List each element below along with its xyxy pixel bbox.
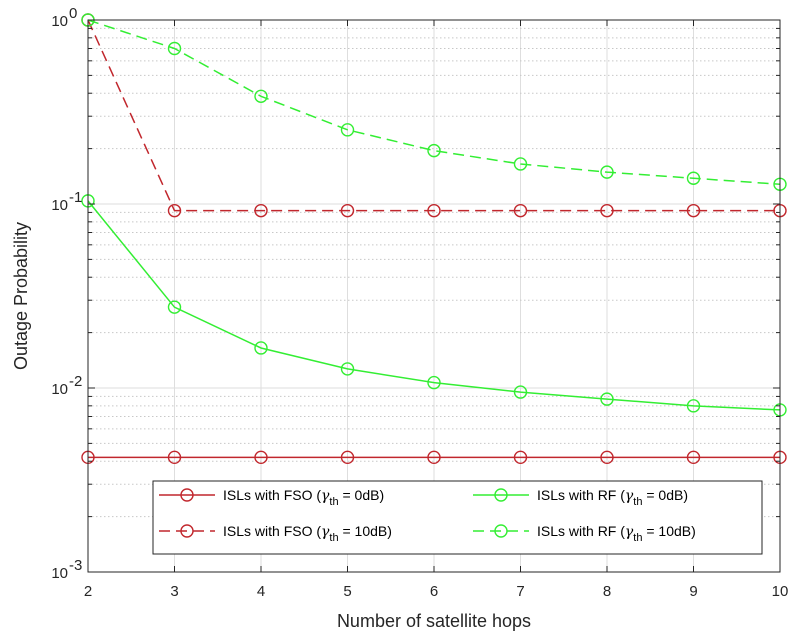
x-tick-label: 6 (430, 583, 438, 600)
legend-label: ISLs with FSO (γth = 10dB) (223, 523, 392, 544)
data-point-marker (686, 203, 701, 218)
legend-item: ISLs with RF (γth = 10dB) (473, 523, 696, 544)
data-point-marker (427, 450, 441, 465)
legend-marker (494, 488, 508, 502)
x-tick-label: 9 (689, 583, 697, 600)
x-tick-label: 7 (516, 583, 524, 600)
data-point-marker (600, 203, 614, 218)
x-tick-label: 4 (257, 583, 265, 600)
legend-label: ISLs with RF (γth = 10dB) (537, 523, 696, 544)
x-tick-label: 8 (603, 583, 611, 600)
legend-item: ISLs with FSO (γth = 0dB) (159, 487, 384, 508)
data-point-marker (686, 450, 701, 465)
legend-marker (180, 488, 194, 502)
data-point-marker (686, 171, 701, 185)
data-point-marker (167, 450, 182, 465)
data-point-marker (600, 165, 614, 179)
y-axis-label: Outage Probability (11, 222, 31, 370)
data-point-marker (513, 203, 528, 218)
data-point-marker (513, 385, 528, 399)
x-tick-label: 3 (170, 583, 178, 600)
data-point-marker (254, 450, 268, 465)
x-tick-label: 2 (84, 583, 92, 600)
y-tick-exponent: 0 (69, 5, 77, 22)
data-point-marker (427, 375, 441, 390)
legend-item: ISLs with FSO (γth = 10dB) (159, 523, 392, 544)
series-line (87, 200, 781, 411)
data-point-marker (340, 362, 355, 376)
data-point-marker (167, 300, 182, 314)
y-tick-label: 10 (51, 197, 68, 214)
x-tick-label: 5 (343, 583, 351, 600)
y-tick-label: 10 (51, 13, 68, 30)
y-tick-exponent: -3 (69, 557, 82, 574)
data-point-marker (427, 143, 441, 158)
data-point-marker (167, 203, 182, 218)
data-point-marker (427, 203, 441, 218)
data-point-marker (167, 41, 182, 56)
x-axis-label: Number of satellite hops (337, 611, 531, 631)
legend-item: ISLs with RF (γth = 0dB) (473, 487, 688, 508)
data-point-marker (254, 89, 268, 103)
data-point-marker (340, 123, 355, 137)
data-point-marker (513, 450, 528, 465)
x-tick-label: 10 (772, 583, 789, 600)
series-line (87, 19, 780, 212)
legend-box (152, 480, 763, 555)
data-point-marker (600, 450, 614, 465)
data-point-marker (254, 341, 268, 355)
legend-marker (180, 524, 194, 538)
data-point-marker (600, 392, 614, 406)
data-point-marker (513, 157, 528, 171)
y-tick-label: 10 (51, 381, 68, 398)
data-point-marker (686, 399, 701, 413)
y-tick-label: 10 (51, 565, 68, 582)
legend-marker (494, 524, 508, 538)
data-point-marker (254, 203, 268, 218)
y-tick-exponent: -2 (69, 373, 82, 390)
y-tick-exponent: -1 (69, 189, 82, 206)
legend-label: ISLs with FSO (γth = 0dB) (223, 487, 384, 508)
legend: ISLs with FSO (γth = 0dB) ISLs with RF (γ… (152, 480, 763, 555)
data-point-marker (340, 450, 355, 465)
series-1 (81, 450, 787, 465)
data-point-marker (340, 203, 355, 218)
legend-label: ISLs with RF (γth = 0dB) (537, 487, 688, 508)
series-line (87, 19, 781, 186)
